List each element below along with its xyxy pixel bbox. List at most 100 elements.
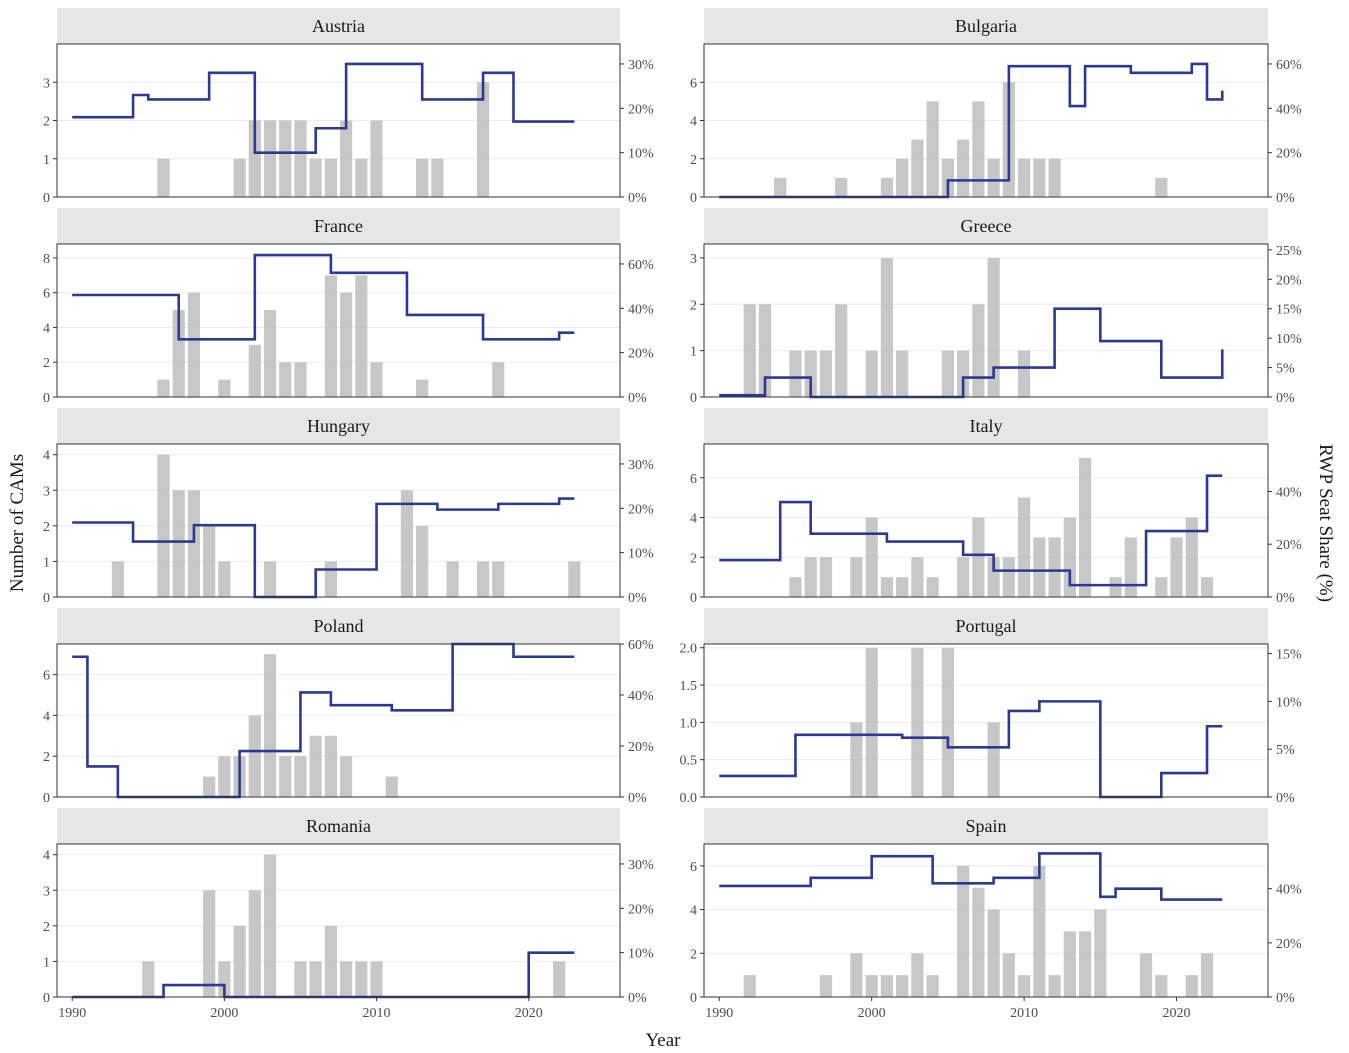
bar-austria-2014 — [431, 158, 444, 197]
bar-spain-1997 — [819, 975, 833, 997]
y-tick-label: 0 — [43, 591, 50, 606]
bar-romania-2006 — [309, 961, 322, 997]
strip-label-romania: Romania — [306, 816, 371, 836]
bar-hungary-1997 — [172, 490, 185, 597]
bar-austria-2003 — [263, 120, 277, 197]
bar-romania-2009 — [355, 961, 368, 997]
y2-tick-label: 0% — [628, 991, 647, 1006]
y2-tick-label: 10% — [628, 547, 654, 562]
strip-italy — [704, 408, 1268, 444]
seat-share-line-poland — [72, 642, 575, 799]
strip-poland — [57, 608, 620, 644]
y2-tick-label: 20% — [628, 502, 654, 517]
bar-austria-1996 — [157, 158, 170, 197]
bar-italy-2002 — [896, 577, 909, 597]
y-tick-label: 4 — [43, 321, 50, 336]
panel-hungary: Hungary 0 1 2 3 4 0% 10% 20% 30% — [43, 408, 654, 606]
bar-spain-2014 — [1078, 931, 1092, 997]
y2-tick-label: 40% — [1276, 883, 1302, 898]
bar-spain-1999 — [850, 953, 863, 997]
y2-tick-label: 10% — [628, 947, 654, 962]
panel-frame — [703, 843, 1269, 998]
y-tick-label: 3 — [43, 884, 50, 899]
x-tick-label: 2000 — [210, 1006, 238, 1021]
bar-greece-1997 — [819, 350, 833, 397]
y2-tick-label: 30% — [628, 458, 654, 473]
bar-spain-2003 — [911, 953, 924, 997]
y-tick-label: 4 — [690, 115, 697, 130]
strip-hungary — [57, 408, 620, 444]
bar-greece-2000 — [865, 350, 878, 397]
y-tick-label: 2.0 — [680, 642, 698, 657]
y-tick-label: 1 — [43, 955, 50, 970]
bar-greece-1995 — [789, 350, 802, 397]
y2-axis-title: RWP Seat Share (%) — [1315, 444, 1336, 602]
strip-bulgaria — [704, 8, 1268, 44]
bar-italy-2013 — [1063, 517, 1076, 597]
y2-tick-label: 20% — [1276, 147, 1302, 162]
y-tick-label: 2 — [690, 947, 697, 962]
bar-italy-2007 — [972, 517, 985, 597]
bar-romania-2010 — [370, 961, 383, 997]
bar-france-2013 — [416, 379, 429, 397]
bar-portugal-2005 — [941, 647, 954, 797]
y2-tick-label: 10% — [1276, 332, 1302, 347]
x-tick-label: 2020 — [1163, 1006, 1191, 1021]
bar-austria-2001 — [233, 158, 246, 197]
bar-hungary-2012 — [400, 490, 414, 597]
y-axis-title: Number of CAMs — [7, 454, 28, 592]
y-tick-label: 0.5 — [680, 754, 698, 769]
bar-italy-1996 — [804, 557, 817, 597]
seat-share-line-austria — [72, 62, 575, 154]
y-tick-label: 2 — [43, 520, 50, 535]
seat-share-line-france — [72, 253, 575, 341]
bar-italy-2016 — [1109, 577, 1122, 597]
panel-greece: Greece 0 1 2 3 0% 5% 10% 15% 20% 25% — [690, 208, 1302, 406]
x-tick-label: 2010 — [363, 1006, 391, 1021]
y-tick-label: 1 — [690, 345, 697, 360]
bar-spain-2021 — [1185, 975, 1198, 997]
bar-france-2004 — [279, 362, 292, 397]
bar-spain-2009 — [1002, 953, 1015, 997]
bar-greece-1998 — [835, 304, 848, 397]
y2-tick-label: 15% — [1276, 648, 1302, 663]
y2-tick-label: 20% — [628, 347, 654, 362]
bar-poland-2000 — [218, 756, 231, 797]
y2-tick-label: 5% — [1276, 362, 1295, 377]
bar-romania-2003 — [263, 854, 277, 997]
strip-portugal — [704, 608, 1268, 644]
y-tick-label: 0 — [43, 991, 50, 1006]
y-tick-label: 6 — [690, 860, 697, 875]
y-tick-label: 2 — [43, 356, 50, 371]
y2-tick-label: 0% — [1276, 391, 1295, 406]
bar-hungary-1996 — [157, 454, 170, 597]
bar-portugal-1999 — [850, 722, 863, 797]
panels: Austria01230%10%20%30%Bulgaria02460%20%4… — [43, 8, 1302, 1021]
bar-bulgaria-2006 — [957, 139, 970, 197]
bar-spain-2011 — [1033, 865, 1046, 997]
bar-bulgaria-2005 — [941, 158, 954, 197]
bar-france-2003 — [263, 310, 277, 397]
bar-italy-2009 — [1002, 557, 1015, 597]
bar-hungary-2017 — [476, 561, 490, 597]
y-tick-label: 0 — [690, 191, 697, 206]
y-tick-label: 6 — [690, 472, 697, 487]
bar-romania-2005 — [294, 961, 307, 997]
y2-tick-label: 60% — [628, 258, 654, 273]
y2-tick-label: 20% — [1276, 538, 1302, 553]
bar-romania-2002 — [248, 890, 261, 997]
bar-romania-1999 — [203, 890, 216, 997]
bar-greece-2008 — [987, 257, 1000, 397]
y-tick-label: 2 — [43, 920, 50, 935]
bar-austria-2005 — [294, 120, 307, 197]
y2-tick-label: 0% — [1276, 791, 1295, 806]
bar-greece-2006 — [957, 350, 970, 397]
y-tick-label: 0 — [43, 191, 50, 206]
bar-italy-2022 — [1200, 577, 1214, 597]
y-tick-label: 1 — [43, 153, 50, 168]
bar-spain-2015 — [1094, 909, 1107, 997]
panel-frame — [56, 843, 621, 998]
bar-greece-1996 — [804, 350, 817, 397]
y2-tick-label: 0% — [1276, 191, 1295, 206]
